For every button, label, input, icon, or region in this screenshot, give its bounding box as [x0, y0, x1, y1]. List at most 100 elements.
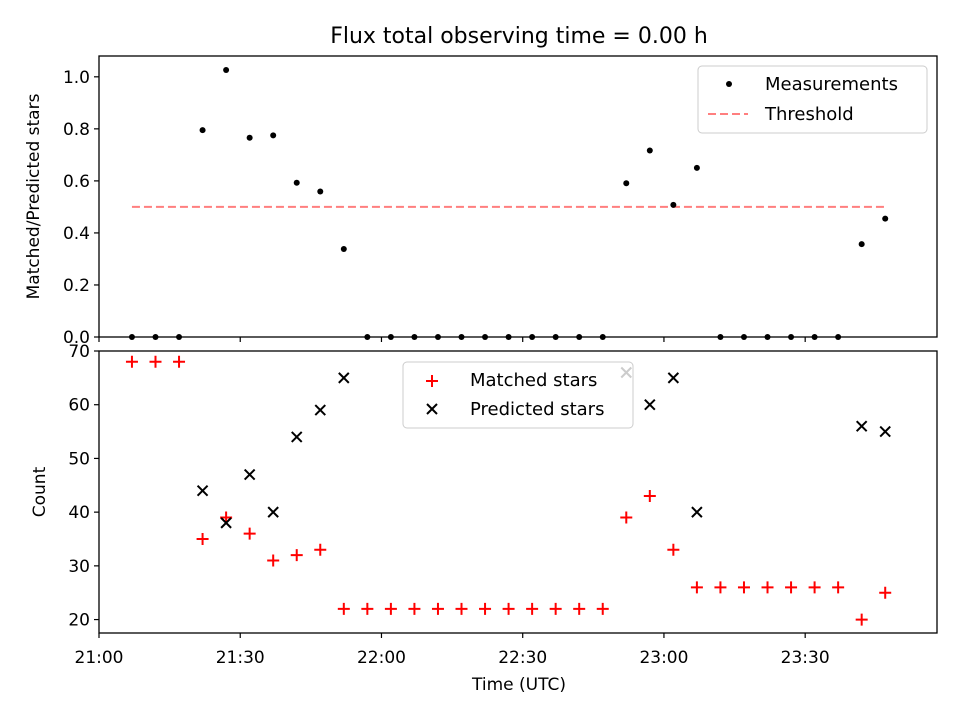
measurement-point: [552, 334, 559, 340]
predicted-star-point: [879, 425, 891, 438]
measurement-point: [599, 334, 606, 340]
matched-star-point: [855, 613, 868, 626]
count-plot-frame: [98, 350, 938, 634]
count-legend: Matched stars Predicted stars: [402, 361, 634, 429]
count-y-tick-label: 20: [68, 611, 90, 631]
predicted-star-point: [196, 484, 209, 497]
x-tick-label: 21:00: [75, 648, 124, 668]
matched-star-point: [431, 602, 444, 615]
matched-star-point: [785, 581, 798, 594]
matched-star-point: [290, 549, 303, 562]
x-tick-label: 23:00: [639, 648, 688, 668]
count-panel: 20 30 40 50 60 70 21:00 21:30 22:00 22:30 23:00 23…: [30, 342, 938, 695]
measurement-point: [411, 334, 418, 340]
matched-star-point: [314, 543, 327, 556]
matched-star-point: [384, 602, 397, 615]
measurement-point: [270, 132, 277, 139]
measurement-point: [858, 241, 865, 248]
measurement-point: [317, 188, 324, 195]
count-marks: [125, 355, 892, 626]
x-tick-label: 23:30: [781, 648, 830, 668]
matched-star-point: [737, 581, 750, 594]
count-y-tick-label: 40: [68, 503, 90, 523]
matched-star-point: [196, 533, 209, 545]
matched-star-point: [243, 527, 256, 540]
measurement-point: [788, 334, 795, 340]
ratio-y-ticks: 0.0 0.2 0.4 0.6 0.8 1.0: [63, 68, 99, 348]
measurement-point: [176, 334, 183, 340]
ratio-marks: [128, 67, 889, 340]
measurement-point: [458, 334, 465, 340]
count-y-tick-label: 60: [68, 396, 90, 416]
predicted-star-point: [644, 399, 656, 411]
matched-star-point: [808, 581, 821, 594]
count-y-axis-label: Count: [30, 466, 50, 517]
predicted-star-point: [243, 468, 256, 481]
count-x-ticks: 21:00 21:30 22:00 22:30 23:00 23:30: [75, 633, 830, 668]
matched-star-point: [667, 543, 680, 556]
matched-star-point: [596, 602, 609, 615]
matched-star-point: [549, 602, 562, 615]
ratio-y-tick-label: 0.8: [63, 120, 90, 140]
predicted-star-point: [691, 506, 703, 518]
matched-star-point: [832, 581, 845, 594]
measurement-point: [764, 334, 771, 340]
ratio-legend: Measurements Threshold: [697, 65, 928, 134]
ratio-legend-box: [697, 65, 928, 134]
matched-star-point: [337, 602, 350, 615]
matched-star-point: [714, 581, 727, 594]
matched-star-point: [690, 581, 703, 594]
measurement-point: [482, 334, 489, 340]
measurement-point: [576, 334, 583, 340]
count-y-tick-label: 30: [68, 557, 90, 577]
predicted-star-point: [220, 517, 232, 529]
count-y-tick-label: 70: [68, 342, 90, 362]
matched-star-point: [455, 602, 468, 615]
matched-star-point: [761, 581, 774, 594]
ratio-y-axis-label: Matched/Predicted stars: [24, 93, 44, 299]
measurement-point: [246, 134, 253, 141]
legend-measurements-label: Measurements: [765, 74, 898, 95]
count-y-tick-label: 50: [68, 449, 90, 469]
measurement-point: [717, 334, 724, 340]
chart-title: Flux total observing time = 0.00 h: [330, 24, 708, 49]
x-axis-label: Time (UTC): [471, 675, 566, 695]
ratio-y-tick-label: 0.4: [63, 224, 90, 244]
matched-star-point: [361, 602, 374, 615]
legend-matched-label: Matched stars: [470, 370, 597, 391]
matched-star-point: [620, 511, 633, 524]
ratio-y-tick-label: 1.0: [63, 68, 90, 88]
predicted-star-point: [291, 431, 303, 443]
measurement-point: [740, 334, 747, 340]
x-tick-label: 22:00: [357, 648, 406, 668]
ratio-x-ticks: [98, 337, 806, 342]
measurement-point: [835, 334, 842, 340]
predicted-star-point: [855, 420, 868, 432]
measurement-point: [670, 201, 677, 208]
matched-star-point: [502, 602, 515, 615]
measurement-point: [128, 334, 135, 340]
legend-predicted-marker: [426, 403, 438, 415]
matched-star-point: [173, 355, 186, 368]
ratio-y-tick-label: 0.0: [63, 328, 90, 348]
measurement-point: [340, 246, 347, 253]
matched-star-point: [149, 355, 162, 368]
measurement-point: [811, 334, 818, 340]
matched-star-point: [879, 586, 892, 599]
ratio-panel: 0.0 0.2 0.4 0.6 0.8 1.0 Matched/Predicted sta…: [24, 55, 938, 348]
measurement-point: [364, 334, 371, 340]
matched-star-point: [267, 554, 280, 567]
predicted-star-point: [267, 506, 279, 518]
ratio-y-tick-label: 0.2: [63, 276, 90, 296]
matched-star-point: [573, 602, 586, 615]
measurement-point: [223, 67, 230, 74]
matched-star-point: [479, 602, 492, 615]
legend-threshold-label: Threshold: [764, 104, 854, 125]
matched-star-point: [643, 490, 656, 503]
measurement-point: [152, 334, 159, 340]
count-y-ticks: 20 30 40 50 60 70: [68, 342, 99, 631]
predicted-star-point: [314, 404, 326, 416]
measurement-point: [882, 215, 889, 222]
count-legend-box: [402, 361, 634, 429]
